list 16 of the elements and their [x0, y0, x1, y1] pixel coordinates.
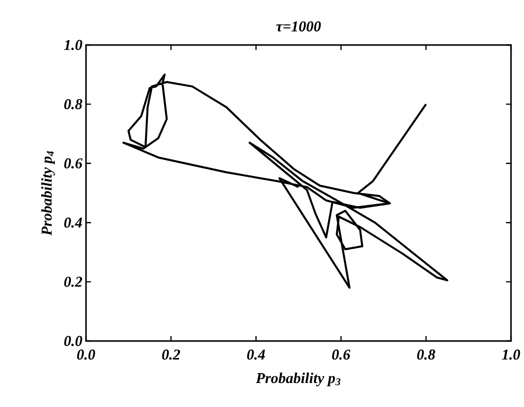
- y-tick-label: 0.6: [64, 158, 82, 168]
- x-tick-label: 1.0: [502, 350, 520, 360]
- y-tick-label: 0.0: [64, 336, 82, 346]
- y-tick-label: 0.8: [64, 99, 82, 110]
- x-tick-label: 0.0: [77, 350, 96, 360]
- y-axis-title: Probability p$_{4}$: [41, 151, 55, 236]
- y-tick-label: 0.4: [64, 218, 82, 228]
- x-tick-label: 0.4: [247, 350, 265, 360]
- x-tick-label: 0.2: [162, 350, 180, 360]
- y-tick-label: 0.2: [64, 276, 82, 287]
- line-series: [122, 74, 448, 289]
- chart-title: τ=1000: [276, 21, 321, 32]
- y-tick-label: 1.0: [64, 40, 82, 50]
- x-axis-title: Probability p$_{3}$: [256, 372, 340, 386]
- x-tick-label: 0.6: [332, 350, 350, 360]
- x-tick-label: 0.8: [417, 350, 436, 360]
